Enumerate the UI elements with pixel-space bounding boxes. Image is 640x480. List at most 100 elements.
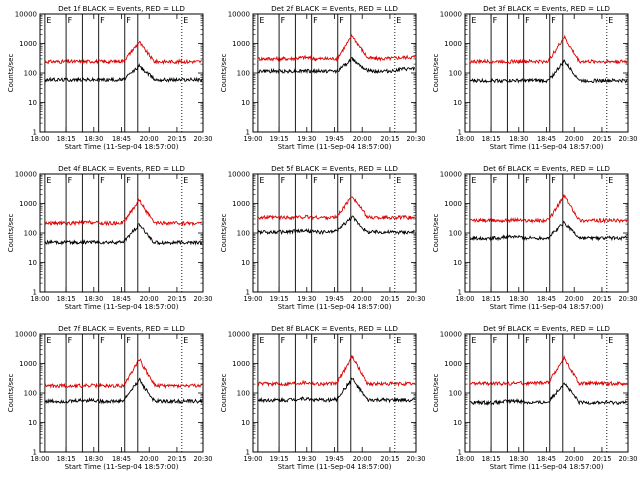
chart-panel-det4: Det 4f BLACK = Events, RED = LLD 1 10 100 10…	[7, 164, 213, 311]
marker-label: E	[259, 176, 264, 185]
chart-title: Det 9f BLACK = Events, RED = LLD	[483, 324, 610, 333]
marker-label: E	[46, 336, 51, 345]
y-tick-label: 1	[33, 289, 37, 297]
x-tick-label: 20:30	[618, 455, 637, 463]
lld-series-line	[44, 358, 203, 390]
marker-label: F	[551, 176, 556, 185]
y-tick-label: 1	[458, 129, 462, 137]
lld-series-line	[469, 194, 628, 225]
marker-label: F	[281, 336, 286, 345]
chart-panel-det6: Det 6f BLACK = Events, RED = LLD 1 10 100 10…	[432, 164, 638, 311]
lld-series-line	[257, 33, 416, 62]
marker-label: E	[259, 336, 264, 345]
events-series-line	[257, 377, 416, 404]
events-series-line	[469, 382, 628, 406]
marker-label: E	[471, 16, 476, 25]
y-tick-label: 10	[453, 419, 462, 427]
plot-frame	[464, 333, 629, 453]
marker-label: E	[396, 336, 401, 345]
marker-label: F	[551, 336, 556, 345]
x-tick-label: 19:45	[325, 135, 344, 143]
events-series-line	[44, 223, 203, 246]
events-series-line	[44, 377, 203, 405]
marker-label: F	[281, 16, 286, 25]
marker-label: E	[608, 176, 613, 185]
x-tick-label: 18:15	[482, 135, 501, 143]
marker-label: E	[471, 176, 476, 185]
chart-title: Det 1f BLACK = Events, RED = LLD	[58, 4, 185, 13]
y-axis-label: Counts/sec	[220, 214, 228, 253]
x-tick-label: 18:00	[30, 295, 49, 303]
x-tick-label: 19:15	[270, 295, 289, 303]
plot-frame	[464, 13, 629, 133]
x-tick-label: 20:30	[406, 135, 425, 143]
x-tick-label: 18:30	[509, 135, 528, 143]
events-series-line	[44, 63, 203, 83]
x-axis-label: Start Time (11-Sep-04 18:57:00)	[490, 143, 604, 151]
chart-panel-det1: Det 1f BLACK = Events, RED = LLD 1 10 100 10…	[7, 4, 213, 151]
x-tick-label: 18:15	[57, 455, 76, 463]
marker-label: E	[46, 16, 51, 25]
marker-label: E	[471, 336, 476, 345]
lld-series-line	[469, 354, 628, 387]
marker-label: E	[608, 16, 613, 25]
y-tick-label: 10000	[228, 171, 250, 179]
marker-label: F	[339, 16, 344, 25]
y-tick-label: 100	[237, 70, 250, 78]
y-tick-label: 10000	[15, 171, 37, 179]
chart-title: Det 5f BLACK = Events, RED = LLD	[271, 164, 398, 173]
y-axis-label: Counts/sec	[432, 54, 440, 93]
x-tick-label: 18:30	[84, 455, 103, 463]
marker-label: F	[313, 16, 318, 25]
marker-label: F	[126, 176, 131, 185]
y-tick-label: 100	[24, 70, 37, 78]
y-axis-label: Counts/sec	[220, 374, 228, 413]
y-tick-label: 100	[24, 230, 37, 238]
y-tick-label: 1	[33, 449, 37, 457]
x-tick-label: 20:00	[565, 135, 584, 143]
chart-title: Det 7f BLACK = Events, RED = LLD	[58, 324, 185, 333]
events-series-line	[257, 215, 416, 236]
x-tick-label: 18:00	[455, 135, 474, 143]
chart-title: Det 8f BLACK = Events, RED = LLD	[271, 324, 398, 333]
x-axis-label: Start Time (11-Sep-04 18:57:00)	[490, 463, 604, 471]
y-tick-label: 10000	[228, 331, 250, 339]
y-tick-label: 10	[241, 259, 250, 267]
marker-label: F	[281, 176, 286, 185]
x-tick-label: 20:00	[353, 135, 372, 143]
y-tick-label: 10000	[440, 171, 462, 179]
y-axis-label: Counts/sec	[432, 374, 440, 413]
marker-label: F	[493, 176, 498, 185]
x-tick-label: 20:00	[140, 295, 159, 303]
events-series-line	[469, 59, 628, 84]
x-tick-label: 20:15	[167, 135, 186, 143]
y-tick-label: 1	[246, 449, 250, 457]
marker-label: E	[46, 176, 51, 185]
x-tick-label: 19:30	[297, 455, 316, 463]
y-tick-label: 10	[28, 99, 37, 107]
y-tick-label: 100	[449, 70, 462, 78]
marker-label: F	[493, 336, 498, 345]
x-tick-label: 20:15	[592, 455, 611, 463]
y-tick-label: 10	[241, 99, 250, 107]
chart-panel-det8: Det 8f BLACK = Events, RED = LLD 1 10 100 10…	[220, 324, 426, 471]
chart-title: Det 4f BLACK = Events, RED = LLD	[58, 164, 185, 173]
x-tick-label: 20:15	[592, 135, 611, 143]
x-tick-label: 19:15	[270, 455, 289, 463]
marker-label: F	[100, 16, 105, 25]
marker-label: E	[183, 336, 188, 345]
y-tick-label: 1000	[232, 360, 250, 368]
x-tick-label: 20:30	[193, 135, 212, 143]
y-axis-label: Counts/sec	[432, 214, 440, 253]
y-tick-label: 1000	[444, 40, 462, 48]
y-axis-label: Counts/sec	[7, 374, 15, 413]
y-tick-label: 1	[458, 289, 462, 297]
y-tick-label: 100	[24, 390, 37, 398]
marker-label: E	[608, 336, 613, 345]
y-tick-label: 10000	[228, 11, 250, 19]
x-tick-label: 20:00	[353, 295, 372, 303]
y-tick-label: 100	[449, 230, 462, 238]
x-tick-label: 20:15	[592, 295, 611, 303]
marker-label: F	[68, 16, 73, 25]
